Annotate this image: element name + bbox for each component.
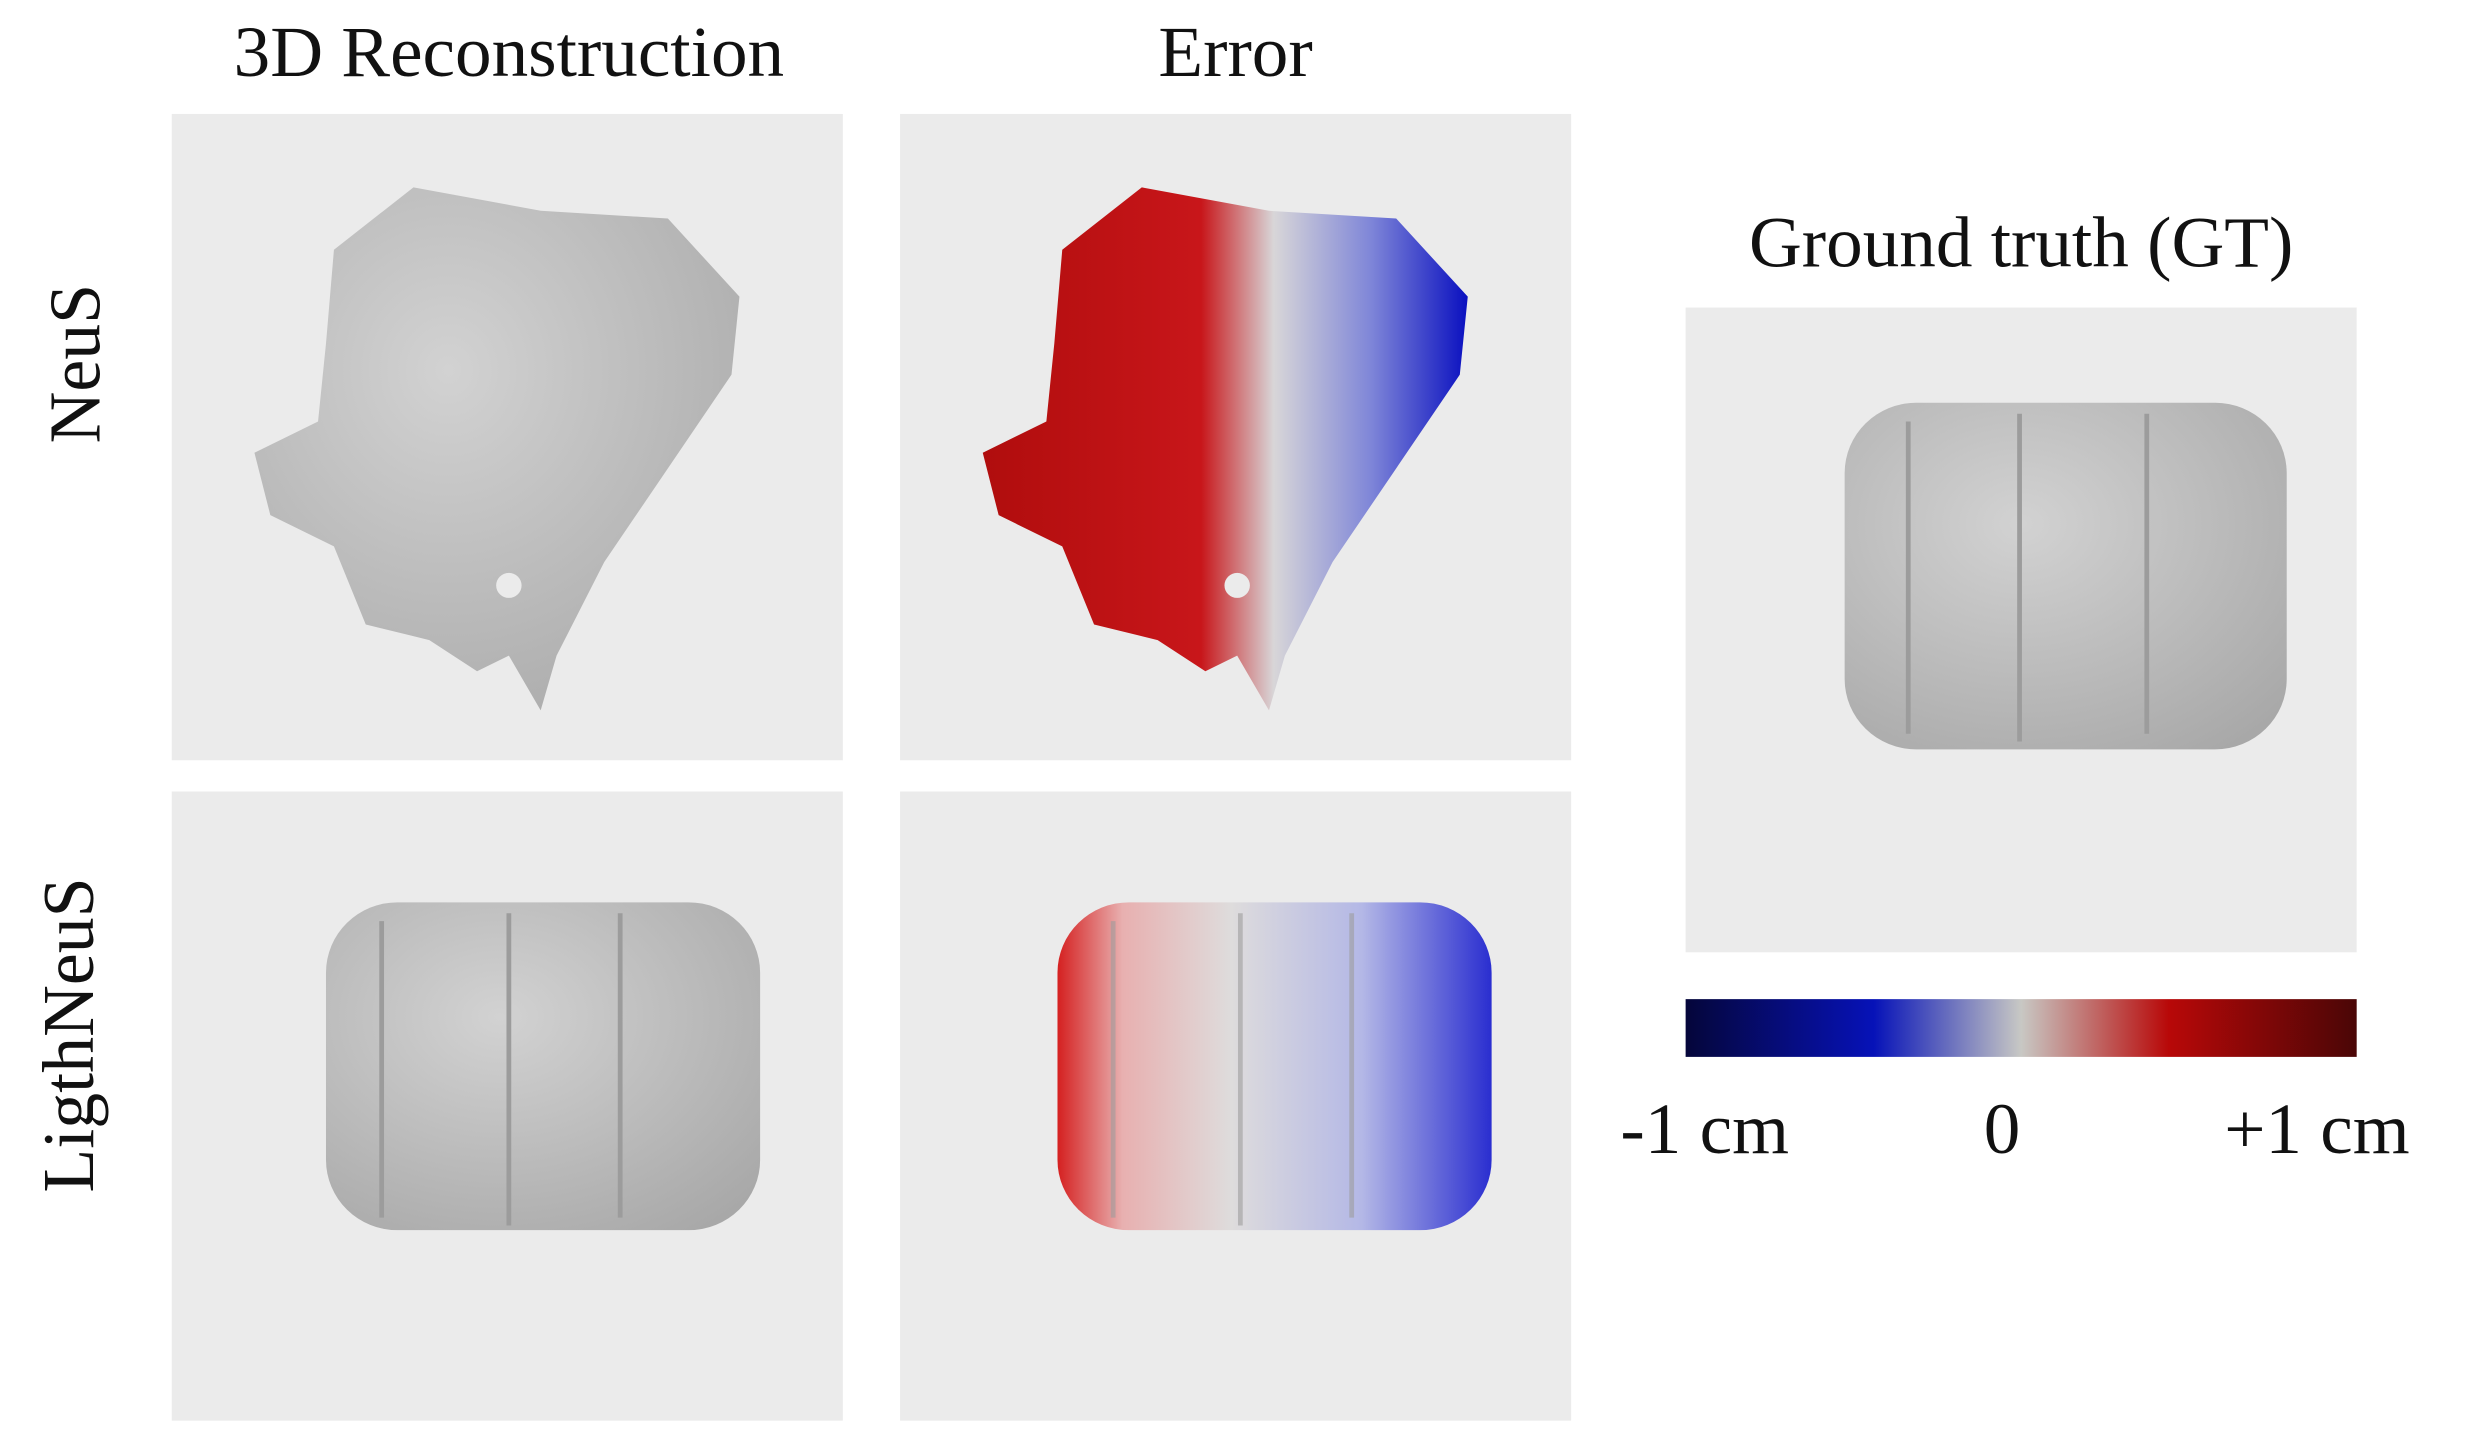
gt-title: Ground truth (GT)	[1749, 202, 2293, 282]
hole	[496, 573, 521, 598]
column-header: Error	[1158, 11, 1312, 91]
lightneus-reconstruction	[326, 902, 760, 1230]
column-header: 3D Reconstruction	[234, 11, 784, 91]
row-label: LigthNeuS	[28, 877, 110, 1192]
lightneus-error	[1057, 902, 1491, 1230]
colorbar-label: +1 cm	[2224, 1089, 2409, 1169]
colorbar-label: -1 cm	[1620, 1089, 1789, 1169]
ground-truth-model	[1845, 403, 2287, 750]
colorbar	[1686, 999, 2357, 1057]
figure: 3D Reconstruction Error NeuS LigthNeuS G…	[0, 0, 2468, 1430]
colorbar-label: 0	[1984, 1089, 2021, 1169]
row-label: NeuS	[34, 284, 116, 444]
hole	[1224, 573, 1249, 598]
